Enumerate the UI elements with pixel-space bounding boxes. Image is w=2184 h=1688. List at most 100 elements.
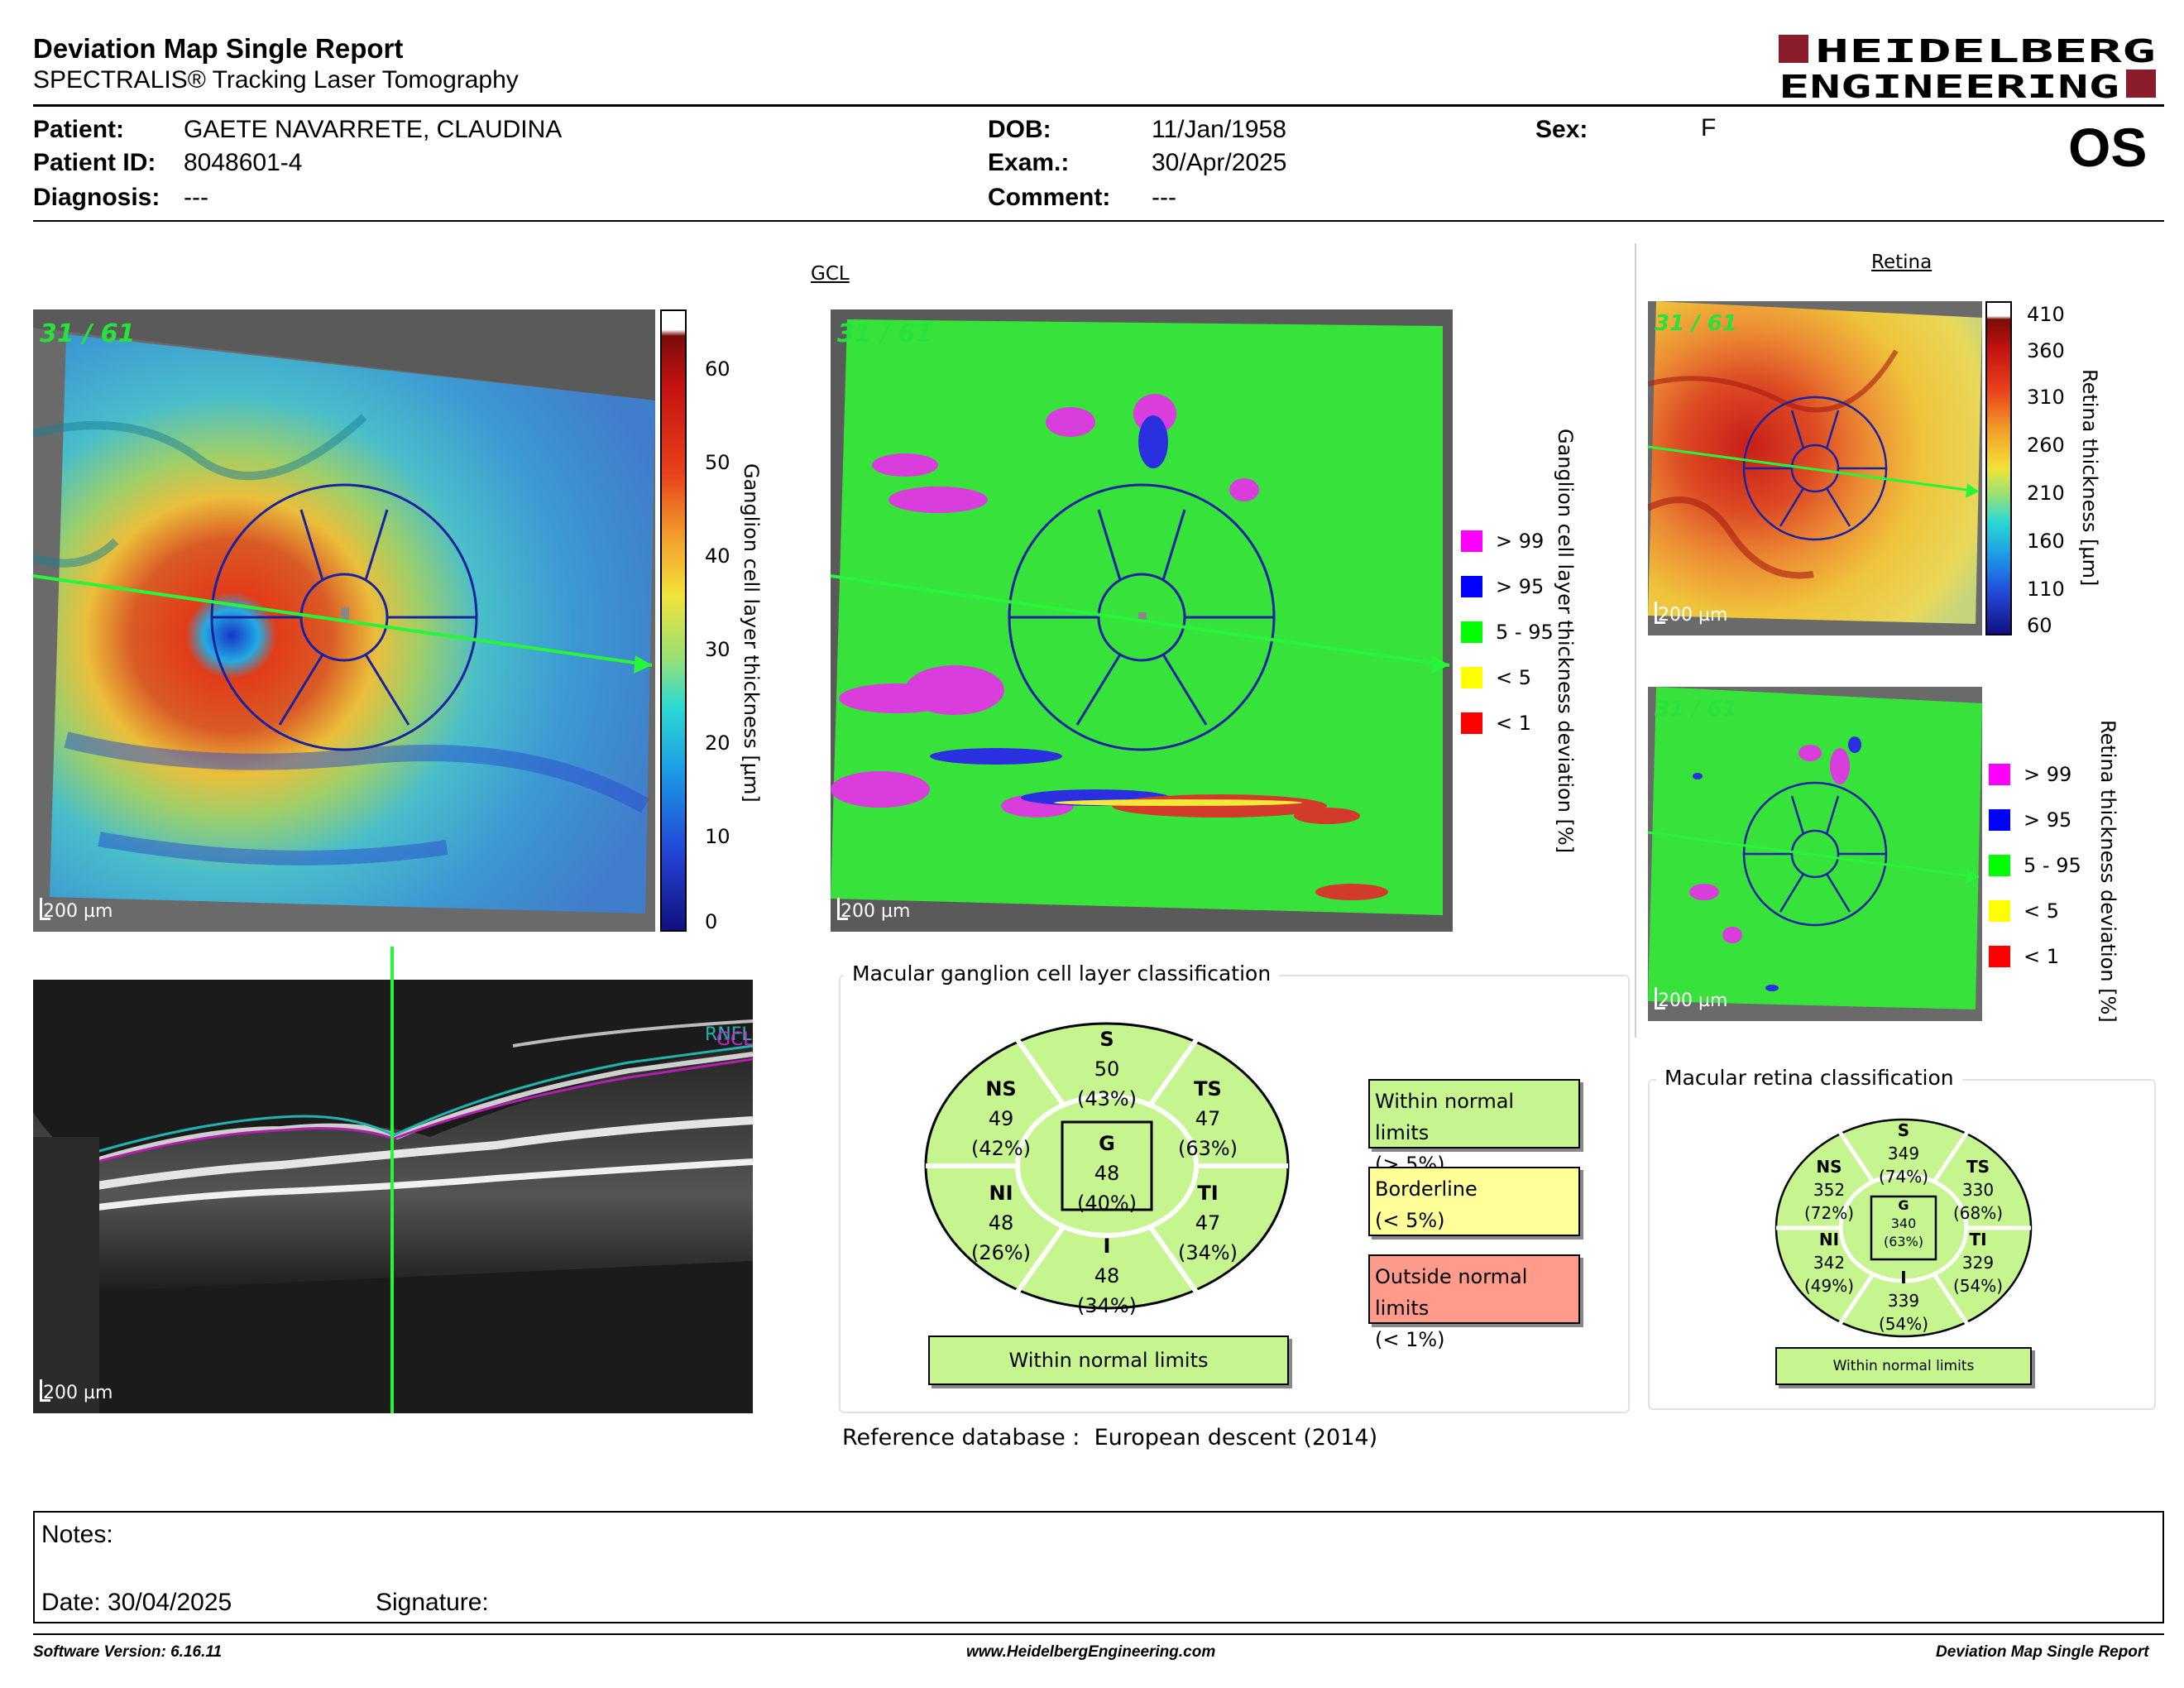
gcl-classification-ellipse [924, 1022, 1290, 1310]
gcl-tick-50: 50 [705, 451, 730, 474]
gcl-tick-60: 60 [705, 357, 730, 381]
gcl-legend-item: > 99 [1461, 518, 1560, 563]
gcl-legend-swatch [1461, 712, 1482, 734]
gcl-classification-title: Macular ganglion cell layer classificati… [844, 961, 1280, 985]
exam-label: Exam.: [988, 149, 1070, 176]
retina-classification-title: Macular retina classification [1656, 1066, 1962, 1090]
retina-thickness-axis-label: Retina thickness [µm] [2078, 369, 2101, 587]
gcl-legend-item: 5 - 95 [1461, 609, 1560, 655]
notes-box[interactable] [33, 1511, 2164, 1623]
gcl-tick-30: 30 [705, 638, 730, 661]
retina-deviation-legend: > 99 > 95 5 - 95 < 5 < 1 [1989, 751, 2088, 979]
retina-sector-ns: NS 352 (72%) [1803, 1157, 1855, 1223]
retina-legend-item: < 1 [1989, 933, 2088, 979]
gcl-section-title: GCL [811, 263, 850, 285]
retina-sector-i: I 339 (54%) [1878, 1268, 1929, 1334]
retina-thickness-scan-id: 31 / 61 [1655, 311, 1737, 336]
gcl-sector-ni: NI 48 (26%) [970, 1182, 1032, 1264]
comment-value: --- [1152, 184, 1176, 211]
retina-legend-label: < 5 [2024, 899, 2060, 923]
legend-borderline: Borderline (< 5%) [1368, 1167, 1580, 1236]
gcl-deviation-axis-label: Ganglion cell layer thickness deviation … [1554, 429, 1577, 854]
comment-label: Comment: [988, 184, 1111, 211]
website-link[interactable]: www.HeidelbergEngineering.com [966, 1643, 1216, 1661]
gcl-thickness-map: 31 / 61 200 µm [33, 309, 655, 932]
reference-database-value: European descent (2014) [1094, 1425, 1378, 1451]
gcl-sector-g: G 48 (40%) [1076, 1132, 1138, 1215]
retina-tick-110: 110 [2027, 578, 2065, 601]
sex-value: F [1701, 114, 1717, 141]
retina-deviation-scale: 200 µm [1654, 987, 1728, 1011]
gcl-sector-s: S 50 (43%) [1076, 1028, 1138, 1110]
gcl-legend-item: > 95 [1461, 563, 1560, 609]
retina-legend-swatch [1989, 854, 2010, 876]
retina-legend-item: < 5 [1989, 888, 2088, 933]
patient-name: GAETE NAVARRETE, CLAUDINA [184, 116, 563, 143]
heidelberg-logo: HEIDELBERG ENGINEERING [1779, 33, 2156, 101]
retina-section-title: Retina [1871, 252, 1933, 273]
gcl-tick-40: 40 [705, 544, 730, 568]
retina-tick-360: 360 [2027, 339, 2065, 362]
gcl-thickness-axis-label: Ganglion cell layer thickness [µm] [740, 463, 763, 803]
oct-rnfl-label: RNFL [705, 1024, 752, 1045]
retina-thickness-colorbar [1985, 301, 2012, 635]
gcl-legend-label: < 1 [1496, 711, 1532, 735]
gcl-deviation-scan-id: 31 / 61 [837, 319, 933, 348]
retina-legend-swatch [1989, 763, 2010, 785]
retina-result-box: Within normal limits [1775, 1347, 2032, 1385]
retina-thickness-map: 31 / 61 200 µm [1648, 301, 1982, 635]
gcl-deviation-legend: > 99 > 95 5 - 95 < 5 < 1 [1461, 518, 1560, 746]
gcl-tick-10: 10 [705, 825, 730, 848]
retina-sector-ts: TS 330 (68%) [1952, 1157, 2004, 1223]
gcl-legend-label: > 99 [1496, 529, 1545, 553]
date-label: Date: 30/04/2025 [41, 1589, 232, 1616]
retina-tick-310: 310 [2027, 386, 2065, 409]
sex-label: Sex: [1535, 116, 1588, 143]
oct-scale: 200 µm [39, 1379, 113, 1403]
retina-legend-label: < 1 [2024, 944, 2060, 968]
signature-label: Signature: [376, 1589, 489, 1616]
retina-deviation-scan-id: 31 / 61 [1655, 697, 1737, 722]
reference-database: Reference database : European descent (2… [842, 1425, 1378, 1451]
gcl-sector-i: I 48 (34%) [1076, 1235, 1138, 1317]
retina-classification-ellipse [1774, 1118, 2033, 1338]
gcl-legend-label: 5 - 95 [1496, 620, 1554, 644]
retina-legend-item: 5 - 95 [1989, 842, 2088, 888]
retina-legend-item: > 95 [1989, 797, 2088, 842]
gcl-legend-swatch [1461, 530, 1482, 552]
retina-legend-label: > 95 [2024, 808, 2072, 832]
logo-line2: ENGINEERING [1779, 69, 2119, 101]
eye-indicator: OS [2068, 117, 2148, 178]
retina-tick-60: 60 [2027, 614, 2052, 637]
logo-line1: HEIDELBERG [1815, 33, 2156, 70]
gcl-legend-swatch [1461, 621, 1482, 643]
retina-legend-swatch [1989, 899, 2010, 922]
gcl-tick-20: 20 [705, 731, 730, 755]
retina-tick-260: 260 [2027, 434, 2065, 457]
gcl-deviation-map: 31 / 61 200 µm [831, 309, 1453, 932]
retina-sector-s: S 349 (74%) [1878, 1120, 1929, 1187]
report-title: Deviation Map Single Report [33, 33, 404, 64]
gcl-tick-0: 0 [705, 910, 718, 933]
gcl-sector-ts: TS 47 (63%) [1177, 1077, 1238, 1160]
retina-sector-ti: TI 329 (54%) [1952, 1230, 2004, 1296]
gcl-sector-ti: TI 47 (34%) [1177, 1182, 1238, 1264]
patient-divider [33, 220, 2164, 222]
patient-id-label: Patient ID: [33, 149, 156, 176]
retina-tick-410: 410 [2027, 303, 2065, 326]
retina-legend-swatch [1989, 945, 2010, 967]
gcl-sector-ns: NS 49 (42%) [970, 1077, 1032, 1160]
legend-within-normal: Within normal limits (> 5%) [1368, 1079, 1580, 1176]
oct-gcl-label: GCL [716, 1029, 753, 1050]
retina-sector-ni: NI 342 (49%) [1803, 1230, 1855, 1296]
gcl-thickness-scale: 200 µm [39, 898, 113, 922]
diagnosis-value: --- [184, 184, 208, 211]
gcl-result-box: Within normal limits [928, 1336, 1289, 1385]
patient-id: 8048601-4 [184, 149, 303, 176]
header-divider [33, 104, 2164, 107]
footer-report-name: Deviation Map Single Report [1936, 1643, 2149, 1661]
oct-bscan: RNFL GCL 200 µm [33, 947, 753, 1413]
gcl-thickness-colorbar [660, 309, 687, 932]
retina-legend-swatch [1989, 808, 2010, 831]
gcl-legend-item: < 1 [1461, 700, 1560, 746]
